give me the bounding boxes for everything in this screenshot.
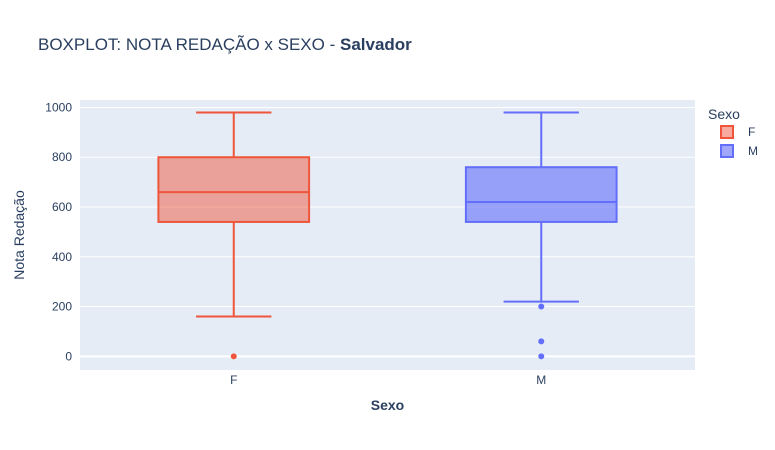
legend-swatch [720,144,734,158]
box-traces [157,111,618,360]
y-tick-labels: 0 200 400 600 800 1000 [45,100,72,363]
chart-title: BOXPLOT: NOTA REDAÇÃO x SEXO - Salvador [38,35,412,54]
legend: Sexo FM [708,106,758,158]
x-tick-label: F [230,373,237,387]
legend-label: F [748,125,755,139]
y-tick-label: 800 [52,150,72,164]
iqr-box [157,156,311,223]
outlier-point [538,303,545,310]
y-tick-label: 200 [52,300,72,314]
x-axis-title: Sexo [371,397,404,413]
outlier-point [230,353,237,360]
outlier-point [538,353,545,360]
y-tick-label: 0 [65,349,72,363]
legend-title: Sexo [708,106,740,122]
chart-title-city: Salvador [340,35,412,54]
y-tick-label: 1000 [45,100,72,114]
y-tick-label: 400 [52,250,72,264]
y-axis-title: Nota Redação [11,190,27,280]
legend-item-F: F [720,125,755,139]
legend-item-M: M [720,144,758,158]
chart-title-main: BOXPLOT: NOTA REDAÇÃO x SEXO - [38,35,340,54]
y-tick-label: 600 [52,200,72,214]
x-tick-label: M [536,373,546,387]
box-trace-F [157,111,311,360]
iqr-box [464,166,618,223]
box-trace-M [464,111,618,360]
outlier-point [538,338,545,345]
legend-label: M [748,144,758,158]
legend-swatch [720,125,734,139]
plot-area [80,100,695,370]
